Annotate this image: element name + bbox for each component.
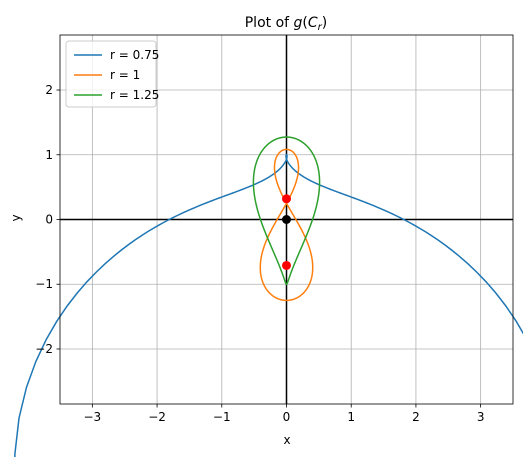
data-point-1: [282, 194, 291, 204]
points: [282, 194, 291, 270]
chart-title: Plot of g(Cr): [245, 15, 328, 33]
y-tick-label: −2: [35, 342, 53, 356]
legend-label-1: r = 0.75: [110, 48, 159, 62]
legend-label-3: r = 1.25: [110, 88, 159, 102]
y-tick-label: −1: [35, 277, 53, 291]
series-line-2: [259, 148, 314, 302]
y-axis-label: y: [9, 214, 23, 221]
y-ticks: −2 −1 0 1 2: [35, 83, 60, 356]
y-tick-label: 2: [45, 83, 53, 97]
x-tick-label: −2: [148, 410, 166, 424]
legend-box: [65, 40, 157, 108]
x-ticks: −3 −2 −1 0 1 2 3: [84, 404, 485, 424]
x-tick-label: 2: [412, 410, 420, 424]
series-line-3: [252, 136, 321, 286]
curves: [14, 136, 523, 457]
y-tick-label: 1: [45, 148, 53, 162]
data-point-3: [282, 215, 291, 224]
legend-label-2: r = 1: [110, 68, 140, 82]
x-tick-label: 0: [283, 410, 291, 424]
x-axis-label: x: [283, 433, 290, 447]
series-line-1: [14, 153, 523, 457]
x-tick-label: −1: [213, 410, 231, 424]
x-tick-label: 1: [347, 410, 355, 424]
x-tick-label: 3: [477, 410, 485, 424]
data-point-2: [282, 260, 291, 270]
y-tick-label: 0: [45, 213, 53, 227]
legend: r = 0.75 r = 1 r = 1.25: [65, 40, 159, 108]
x-tick-label: −3: [84, 410, 102, 424]
